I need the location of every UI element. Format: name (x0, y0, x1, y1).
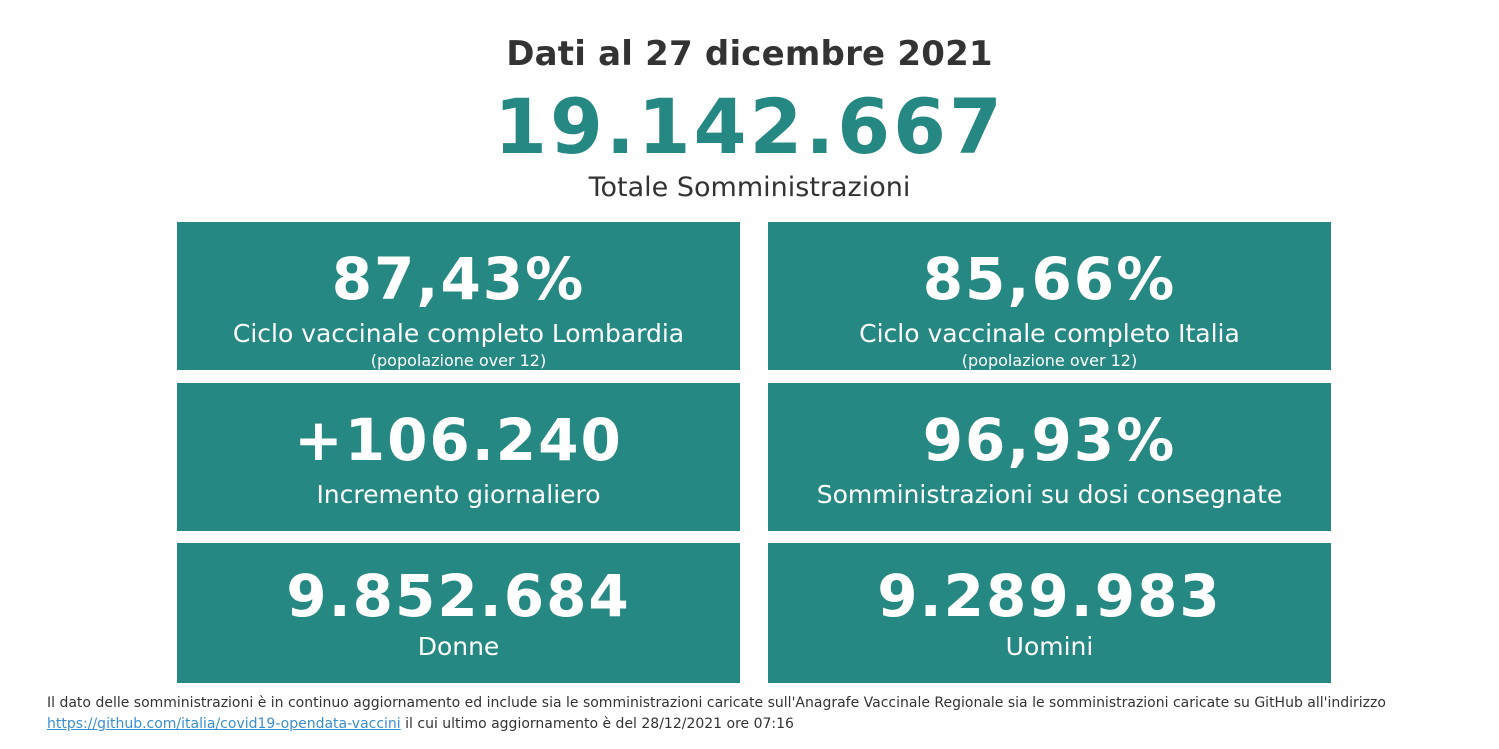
total-administrations-value: 19.142.667 (494, 82, 1005, 171)
card-label: Ciclo vaccinale completo Italia (859, 319, 1240, 348)
card-daily-increase: +106.240 Incremento giornaliero (177, 383, 740, 531)
card-value: 85,66% (922, 245, 1177, 313)
card-sublabel: (popolazione over 12) (370, 351, 547, 370)
card-value: 87,43% (331, 245, 586, 313)
total-administrations-label: Totale Somministrazioni (588, 172, 911, 203)
github-link[interactable]: https://github.com/italia/covid19-openda… (47, 716, 401, 732)
card-men: 9.289.983 Uomini (768, 543, 1331, 683)
card-value: 96,93% (922, 406, 1177, 474)
card-administrations-vs-delivered: 96,93% Somministrazioni su dosi consegna… (768, 383, 1331, 531)
card-full-cycle-lombardia: 87,43% Ciclo vaccinale completo Lombardi… (177, 222, 740, 370)
card-value: 9.289.983 (877, 562, 1222, 630)
card-label: Incremento giornaliero (316, 480, 601, 509)
card-label: Ciclo vaccinale completo Lombardia (232, 319, 685, 348)
footer-text-before: Il dato delle somministrazioni è in cont… (47, 695, 1386, 711)
card-label: Donne (417, 632, 500, 661)
card-sublabel: (popolazione over 12) (961, 351, 1138, 370)
card-full-cycle-italia: 85,66% Ciclo vaccinale completo Italia (… (768, 222, 1331, 370)
card-label: Uomini (1005, 632, 1094, 661)
date-title: Dati al 27 dicembre 2021 (506, 34, 993, 74)
card-value: 9.852.684 (286, 562, 631, 630)
card-value: +106.240 (294, 406, 623, 474)
card-label: Somministrazioni su dosi consegnate (816, 480, 1283, 509)
footer-text-after: il cui ultimo aggiornamento è del 28/12/… (405, 716, 794, 732)
footer-note: Il dato delle somministrazioni è in cont… (47, 693, 1487, 735)
card-women: 9.852.684 Donne (177, 543, 740, 683)
